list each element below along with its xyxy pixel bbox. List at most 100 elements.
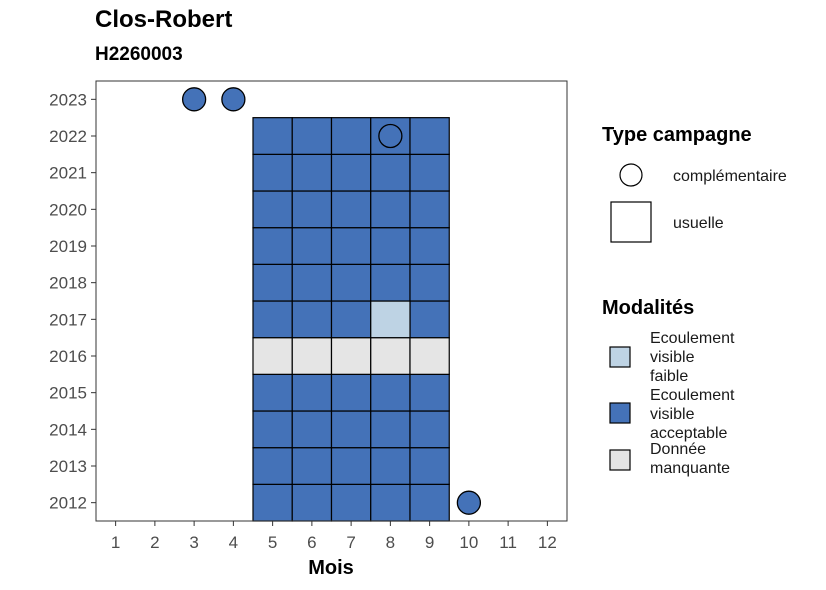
chart-title: Clos-Robert	[95, 6, 233, 33]
heatmap-cell	[370, 300, 411, 339]
heatmap-cell	[252, 300, 293, 339]
legend-label: manquante	[650, 460, 730, 477]
x-axis: 1 2 3 4 5 6 7 8 9 10 11 12	[111, 521, 557, 552]
legend-label: Ecoulement	[650, 387, 735, 404]
heatmap-cell	[291, 337, 333, 375]
heatmap-cell	[330, 227, 372, 265]
heatmap-cell	[252, 117, 293, 155]
heatmap-cell	[409, 227, 450, 265]
x-tick-label: 4	[229, 533, 238, 552]
heatmap-cell	[409, 300, 450, 339]
heatmap-cell	[291, 117, 333, 155]
heatmap-cell	[370, 447, 411, 485]
heatmap-cell	[291, 300, 333, 339]
heatmap-cell	[252, 190, 293, 229]
heatmap-cell	[252, 373, 293, 412]
heatmap-cell	[409, 153, 450, 192]
campaign-point	[378, 123, 403, 149]
cells-layer	[252, 117, 450, 522]
heatmap-cell	[370, 337, 411, 375]
campaign-point	[456, 490, 482, 515]
heatmap-cell	[291, 227, 333, 265]
heatmap-cell	[409, 337, 450, 375]
heatmap-cell	[252, 263, 293, 302]
heatmap-cell	[330, 153, 372, 192]
plot-border	[95, 80, 568, 522]
heatmap-cell	[291, 373, 333, 412]
y-tick-label: 2013	[49, 457, 87, 476]
heatmap-cell	[291, 410, 333, 449]
heatmap-cell	[330, 190, 372, 229]
campaign-point	[181, 87, 207, 112]
heatmap-cell	[370, 263, 411, 302]
y-tick-label: 2016	[49, 347, 87, 366]
heatmap-cell	[409, 447, 450, 485]
legend-title: Type campagne	[602, 124, 752, 146]
y-tick-label: 2012	[49, 494, 87, 513]
y-tick-label: 2018	[49, 274, 87, 293]
x-axis-label: Mois	[308, 557, 354, 579]
heatmap-cell	[330, 410, 372, 449]
legend-label: visible	[650, 406, 695, 423]
heatmap-cell	[252, 337, 293, 375]
legend-key-circle	[619, 163, 643, 187]
y-tick-label: 2017	[49, 310, 87, 329]
heatmap-cell	[291, 483, 333, 522]
legend-modalites: Modalités Ecoulement visible faible Ecouleme…	[602, 297, 735, 477]
x-tick-label: 7	[346, 533, 355, 552]
legend-title: Modalités	[602, 297, 694, 319]
legend-key-square	[610, 201, 652, 243]
heatmap-cell	[370, 190, 411, 229]
y-tick-label: 2021	[49, 164, 87, 183]
heatmap-cell	[330, 337, 372, 375]
x-tick-label: 8	[386, 533, 395, 552]
x-tick-label: 2	[150, 533, 159, 552]
y-tick-label: 2020	[49, 200, 87, 219]
points-layer	[181, 87, 482, 515]
legend-label: faible	[650, 368, 688, 385]
y-tick-label: 2014	[49, 420, 87, 439]
x-tick-label: 11	[499, 533, 517, 552]
heatmap-cell	[291, 190, 333, 229]
heatmap-cell	[252, 483, 293, 522]
x-tick-label: 5	[268, 533, 277, 552]
heatmap-cell	[291, 447, 333, 485]
heatmap-cell	[370, 410, 411, 449]
legend-label: acceptable	[650, 425, 727, 442]
legend-label: Donnée	[650, 441, 706, 458]
campaign-point	[221, 87, 246, 112]
heatmap-cell	[252, 447, 293, 485]
legend-label: visible	[650, 349, 695, 366]
x-tick-label: 3	[189, 533, 198, 552]
heatmap-cell	[252, 410, 293, 449]
heatmap-cell	[330, 117, 372, 155]
heatmap-cell	[370, 153, 411, 192]
x-tick-label: 6	[307, 533, 316, 552]
heatmap-cell	[409, 190, 450, 229]
heatmap-cell	[252, 153, 293, 192]
legend-label: usuelle	[673, 215, 724, 232]
y-tick-label: 2022	[49, 127, 87, 146]
heatmap-cell	[370, 227, 411, 265]
heatmap-cell	[291, 263, 333, 302]
x-tick-label: 10	[459, 533, 478, 552]
legend-type-campagne: Type campagne complémentaire usuelle	[602, 124, 787, 243]
heatmap-cell	[330, 373, 372, 412]
legend-label: complémentaire	[673, 168, 787, 185]
y-tick-label: 2019	[49, 237, 87, 256]
heatmap-cell	[330, 263, 372, 302]
legend-key-swatch	[609, 402, 631, 424]
heatmap-cell	[252, 227, 293, 265]
legend-key-swatch	[609, 346, 631, 368]
heatmap-cell	[409, 410, 450, 449]
heatmap-cell	[291, 153, 333, 192]
y-axis: 2012 2013 2014 2015 2016 2017 2018 2019 2020 2021…	[49, 90, 96, 513]
legend-key-swatch	[609, 449, 631, 471]
x-tick-label: 1	[111, 533, 120, 552]
chart-subtitle: H2260003	[95, 44, 183, 65]
legend-label: Ecoulement	[650, 330, 735, 347]
heatmap-cell	[330, 483, 372, 522]
x-tick-label: 12	[538, 533, 557, 552]
y-tick-label: 2015	[49, 384, 87, 403]
